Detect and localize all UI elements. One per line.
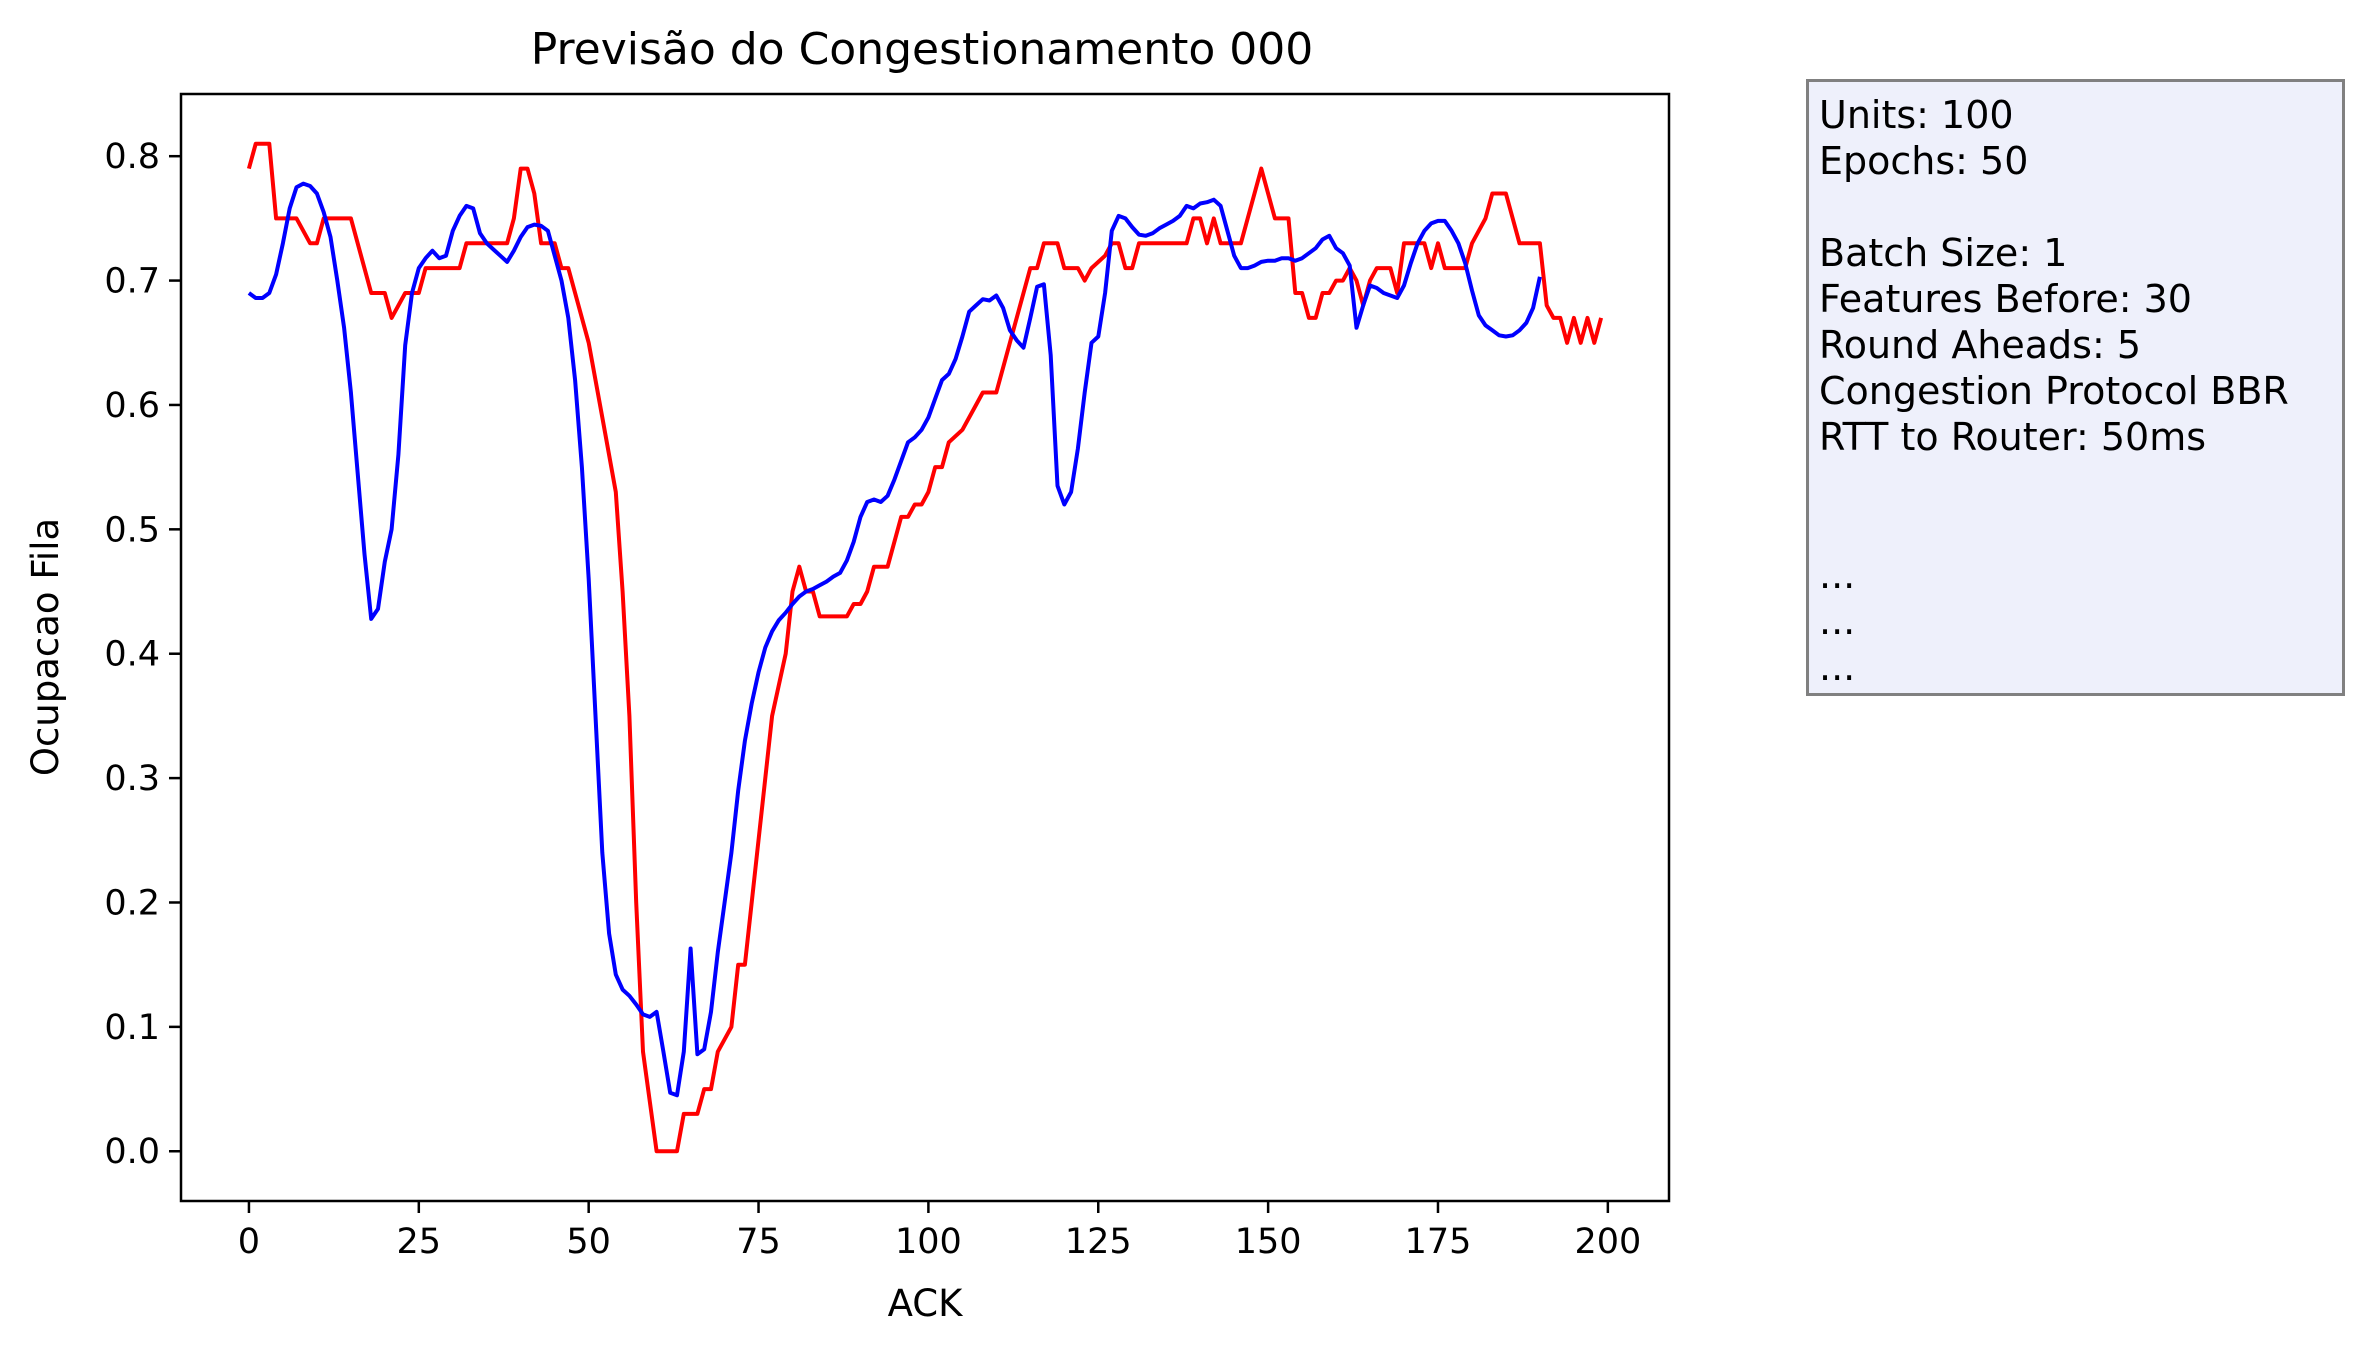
y-axis-label: Ocupacao Fila	[24, 518, 67, 776]
y-tick-label: 0.1	[104, 1008, 160, 1048]
x-tick-label: 0	[238, 1222, 260, 1262]
info-line: Units: 100	[1819, 93, 2014, 137]
y-tick-label: 0.7	[104, 262, 160, 302]
plot-lines	[246, 141, 1604, 1154]
series-line-0	[246, 141, 1604, 1154]
info-line: Congestion Protocol BBR	[1819, 369, 2289, 413]
x-tick-label: 150	[1235, 1222, 1302, 1262]
y-tick-label: 0.3	[104, 759, 160, 799]
x-tick-label: 100	[895, 1222, 962, 1262]
y-tick-label: 0.4	[104, 635, 160, 675]
x-tick-label: 75	[736, 1222, 781, 1262]
x-axis: 0 25 50 75 100 125 150 175 200	[238, 1201, 1641, 1262]
chart-title: Previsão do Congestionamento 000	[531, 24, 1314, 75]
info-line: Batch Size: 1	[1819, 231, 2068, 275]
info-line: Epochs: 50	[1819, 139, 2029, 183]
y-tick-label: 0.5	[104, 510, 160, 550]
x-axis-label: ACK	[888, 1282, 964, 1325]
info-line: Round Aheads: 5	[1819, 323, 2142, 367]
plot-frame	[179, 92, 1671, 1203]
x-tick-label: 200	[1574, 1222, 1641, 1262]
info-line: Features Before: 30	[1819, 277, 2192, 321]
y-tick-label: 0.2	[104, 883, 160, 923]
y-tick-label: 0.6	[104, 386, 160, 426]
y-axis: 0.0 0.1 0.2 0.3 0.4 0.5 0.6 0.7 0.8	[104, 137, 181, 1172]
info-line: ...	[1819, 599, 1856, 643]
x-tick-label: 175	[1405, 1222, 1472, 1262]
info-box	[1806, 79, 2345, 696]
info-line: ...	[1819, 553, 1856, 597]
info-line: ...	[1819, 645, 1856, 689]
x-tick-label: 50	[566, 1222, 611, 1262]
y-tick-label: 0.8	[104, 137, 160, 177]
y-tick-label: 0.0	[104, 1132, 160, 1172]
series-line-1	[247, 181, 1542, 1098]
x-tick-label: 125	[1065, 1222, 1132, 1262]
info-line: RTT to Router: 50ms	[1819, 415, 2207, 459]
x-tick-label: 25	[397, 1222, 442, 1262]
